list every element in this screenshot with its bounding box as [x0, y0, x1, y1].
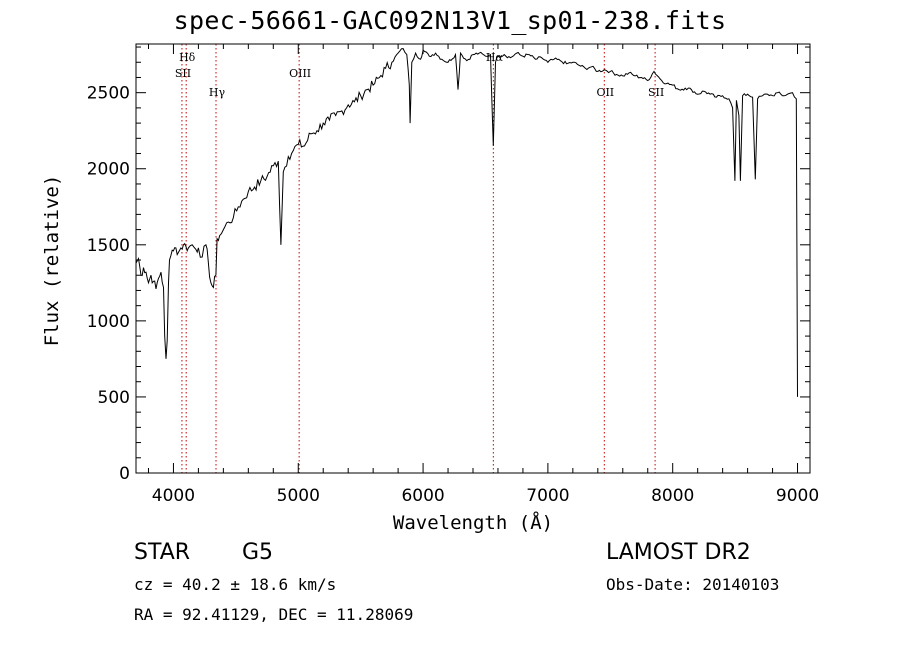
- x-axis-label: Wavelength (Å): [393, 511, 553, 534]
- y-tick-label: 2000: [87, 160, 130, 180]
- x-tick-label: 9000: [776, 486, 819, 506]
- marker-label: SII: [175, 67, 191, 80]
- survey-name: LAMOST DR2: [606, 540, 751, 565]
- y-tick-label: 0: [119, 464, 130, 484]
- x-tick-label: 8000: [651, 486, 694, 506]
- observation-date: Obs-Date: 20140103: [606, 575, 780, 594]
- line-marker-labels: Hδ SII Hγ OIII Hα OII SII: [175, 51, 664, 99]
- redshift-readout: cz = 40.2 ± 18.6 km/s: [134, 575, 337, 594]
- marker-label: Hγ: [209, 86, 226, 99]
- chart-title: spec-56661-GAC092N13V1_sp01-238.fits: [173, 6, 727, 35]
- x-axis: 4000 5000 6000 7000 8000 9000: [147, 44, 819, 506]
- x-tick-label: 7000: [526, 486, 569, 506]
- y-tick-label: 2500: [87, 84, 130, 104]
- y-tick-label: 1000: [87, 312, 130, 332]
- y-tick-label: 500: [98, 388, 130, 408]
- x-tick-label: 5000: [277, 486, 320, 506]
- object-class: STAR: [134, 540, 191, 565]
- plot-frame: [135, 43, 811, 474]
- marker-label: Hα: [486, 51, 504, 64]
- spectrum-line: [135, 48, 798, 473]
- y-axis-label: Flux (relative): [41, 175, 63, 347]
- coordinates-readout: RA = 92.41129, DEC = 11.28069: [134, 605, 414, 624]
- marker-label: Hδ: [179, 51, 196, 64]
- x-tick-label: 4000: [152, 486, 195, 506]
- marker-label: OIII: [289, 67, 311, 80]
- object-subclass: G5: [242, 540, 274, 565]
- y-axis: 0 500 1000 1500 2000 2500: [87, 46, 810, 484]
- marker-label: SII: [648, 86, 664, 99]
- emission-line-markers: [181, 44, 656, 473]
- marker-label: OII: [596, 86, 614, 99]
- x-tick-label: 6000: [401, 486, 444, 506]
- y-tick-label: 1500: [87, 236, 130, 256]
